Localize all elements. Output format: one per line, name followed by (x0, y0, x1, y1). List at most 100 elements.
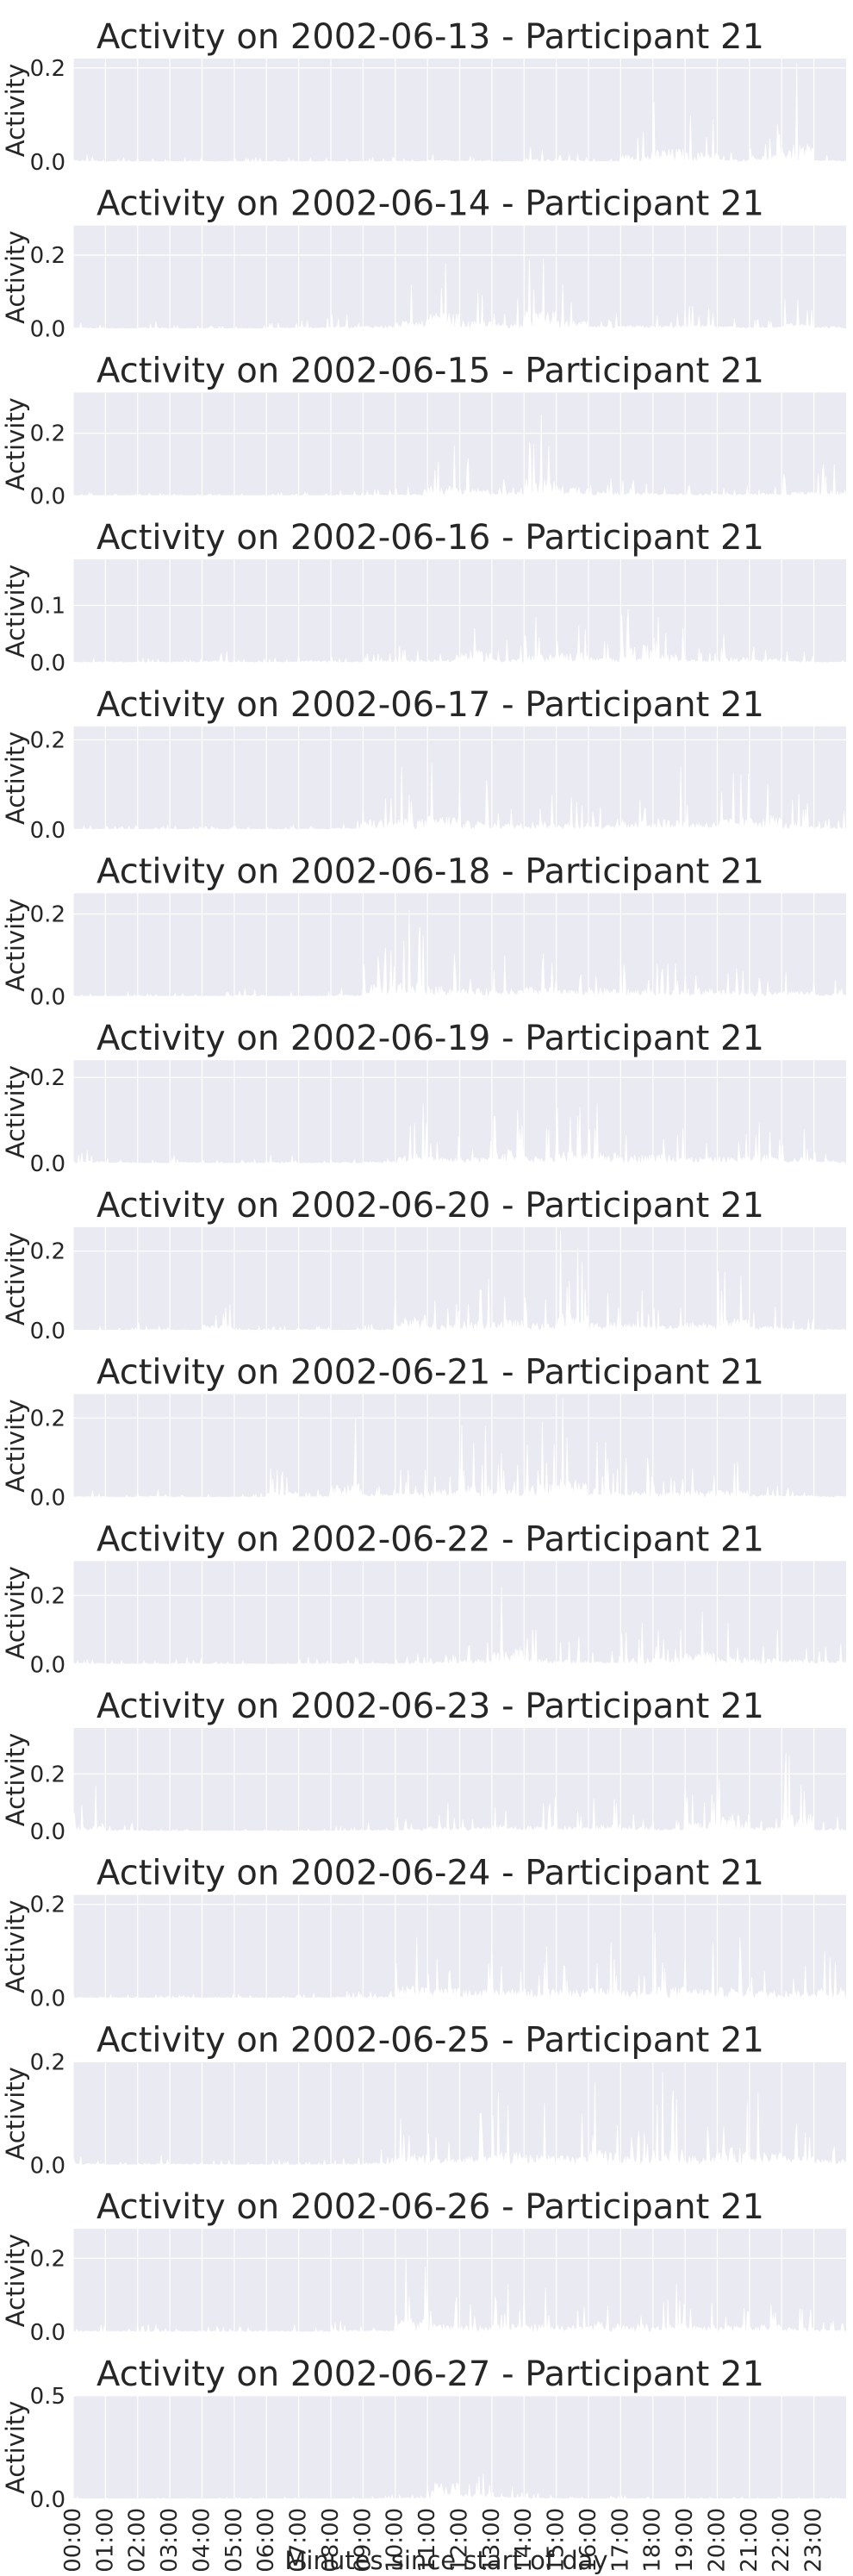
activity-trace (72, 2257, 847, 2334)
x-tick-label: 19:00 (672, 2508, 698, 2573)
activity-trace (72, 1103, 847, 1165)
y-tick-label: 0.0 (30, 1151, 65, 1177)
panel-title: Activity on 2002-06-15 - Participant 21 (97, 351, 764, 390)
activity-panel: Activity on 2002-06-25 - Participant 21 0… (1, 2020, 847, 2179)
activity-trace (72, 1587, 847, 1666)
y-tick-label: 0.0 (30, 1819, 65, 1845)
y-axis-label: Activity (1, 732, 30, 825)
y-tick-label: 0.2 (30, 1893, 65, 1918)
x-tick-label: 14:00 (511, 2508, 537, 2573)
y-tick-label: 0.0 (30, 1987, 65, 2012)
x-tick-label: 12:00 (447, 2508, 473, 2573)
y-tick-label: 0.0 (30, 818, 65, 844)
y-tick-label: 0.0 (30, 150, 65, 176)
activity-trace (72, 414, 847, 497)
panel-title: Activity on 2002-06-19 - Participant 21 (97, 1019, 764, 1058)
y-axis-label: Activity (1, 1232, 30, 1325)
activity-panel: Activity on 2002-06-14 - Participant 21 0… (1, 184, 847, 343)
y-tick-label: 0.0 (30, 1319, 65, 1344)
y-axis-label: Activity (1, 230, 30, 323)
activity-panel: Activity on 2002-06-15 - Participant 21 0… (1, 351, 847, 509)
panel-title: Activity on 2002-06-27 - Participant 21 (97, 2355, 764, 2394)
x-tick-label: 15:00 (544, 2508, 570, 2573)
activity-panel: Activity on 2002-06-23 - Participant 21 0… (1, 1687, 847, 1845)
x-tick-label: 11:00 (414, 2508, 440, 2573)
activity-panel: Activity on 2002-06-18 - Participant 21 0… (1, 852, 847, 1011)
y-tick-label: 0.0 (30, 2320, 65, 2346)
y-axis-label: Activity (1, 898, 30, 991)
activity-panel: Activity on 2002-06-16 - Participant 21 0… (1, 518, 848, 677)
y-tick-label: 0.0 (30, 483, 65, 509)
panel-title: Activity on 2002-06-13 - Participant 21 (97, 17, 764, 57)
activity-trace (72, 258, 847, 331)
activity-trace (72, 63, 847, 164)
x-tick-label: 06:00 (253, 2508, 279, 2573)
activity-trace (72, 2072, 847, 2167)
y-axis-label: Activity (1, 2401, 30, 2494)
y-tick-label: 0.2 (30, 727, 65, 753)
activity-trace (72, 2473, 847, 2500)
activity-panel: Activity on 2002-06-27 - Participant 21 0… (1, 2355, 847, 2573)
y-tick-label: 0.2 (30, 1239, 65, 1265)
y-tick-label: 0.2 (30, 1762, 65, 1787)
activity-panel: Activity on 2002-06-24 - Participant 21 0… (1, 1854, 847, 2012)
x-tick-label: 05:00 (221, 2508, 247, 2573)
x-tick-label: 23:00 (801, 2508, 827, 2573)
activity-trace (72, 1753, 847, 1833)
activity-panel: Activity on 2002-06-22 - Participant 21 0… (1, 1519, 847, 1678)
y-tick-label: 0.5 (30, 2384, 65, 2410)
panel-title: Activity on 2002-06-20 - Participant 21 (97, 1186, 764, 1226)
x-tick-label: 17:00 (607, 2508, 633, 2573)
y-tick-label: 0.1 (30, 593, 65, 619)
x-tick-label: 07:00 (286, 2508, 312, 2573)
y-axis-label: Activity (1, 397, 30, 490)
x-tick-label: 04:00 (190, 2508, 215, 2573)
x-tick-label: 03:00 (157, 2508, 183, 2573)
x-tick-label: 08:00 (318, 2508, 344, 2573)
y-tick-label: 0.2 (30, 421, 65, 447)
y-tick-label: 0.2 (30, 2246, 65, 2272)
y-axis-label: Activity (1, 1733, 30, 1826)
activity-panel: Activity on 2002-06-17 - Participant 21 0… (1, 685, 847, 844)
x-tick-label: 09:00 (350, 2508, 376, 2573)
chart-panels: Activity on 2002-06-13 - Participant 21 0… (1, 17, 848, 2573)
activity-panel: Activity on 2002-06-21 - Participant 21 0… (1, 1353, 848, 1512)
y-axis-label: Activity (1, 564, 30, 658)
y-tick-label: 0.0 (30, 2487, 65, 2513)
y-tick-label: 0.0 (30, 651, 65, 677)
y-tick-label: 0.2 (30, 243, 65, 269)
x-tick-label: 21:00 (737, 2508, 763, 2573)
y-axis-label: Activity (1, 1566, 30, 1659)
y-axis-label: Activity (1, 64, 30, 157)
y-tick-label: 0.0 (30, 1486, 65, 1512)
panel-title: Activity on 2002-06-25 - Participant 21 (97, 2020, 764, 2060)
panel-title: Activity on 2002-06-14 - Participant 21 (97, 184, 764, 224)
activity-trace (72, 1398, 848, 1500)
activity-trace (72, 1231, 847, 1332)
y-tick-label: 0.2 (30, 1406, 65, 1431)
x-tick-label: 20:00 (705, 2508, 731, 2573)
x-axis-label: Minutes since start of day (284, 2546, 607, 2575)
x-tick-label: 01:00 (92, 2508, 118, 2573)
y-tick-label: 0.2 (30, 902, 65, 928)
y-axis-label: Activity (1, 2234, 30, 2327)
y-axis-label: Activity (1, 1399, 30, 1492)
y-axis-label: Activity (1, 1065, 30, 1158)
panel-title: Activity on 2002-06-16 - Participant 21 (97, 518, 764, 558)
activity-panel: Activity on 2002-06-26 - Participant 21 0… (1, 2187, 847, 2346)
panel-title: Activity on 2002-06-26 - Participant 21 (97, 2187, 764, 2227)
y-tick-label: 0.2 (30, 2049, 65, 2075)
activity-trace (72, 608, 848, 664)
activity-panel: Activity on 2002-06-13 - Participant 21 0… (1, 17, 847, 176)
activity-trace (72, 762, 847, 831)
panel-title: Activity on 2002-06-24 - Participant 21 (97, 1854, 764, 1893)
y-tick-label: 0.0 (30, 2153, 65, 2179)
panel-title: Activity on 2002-06-21 - Participant 21 (97, 1353, 764, 1393)
panel-title: Activity on 2002-06-18 - Participant 21 (97, 852, 764, 892)
y-tick-label: 0.0 (30, 317, 65, 343)
y-tick-label: 0.2 (30, 1065, 65, 1091)
y-tick-label: 0.0 (30, 1652, 65, 1678)
x-tick-label: 18:00 (640, 2508, 666, 2573)
x-tick-label: 13:00 (479, 2508, 505, 2573)
panel-title: Activity on 2002-06-23 - Participant 21 (97, 1687, 764, 1726)
